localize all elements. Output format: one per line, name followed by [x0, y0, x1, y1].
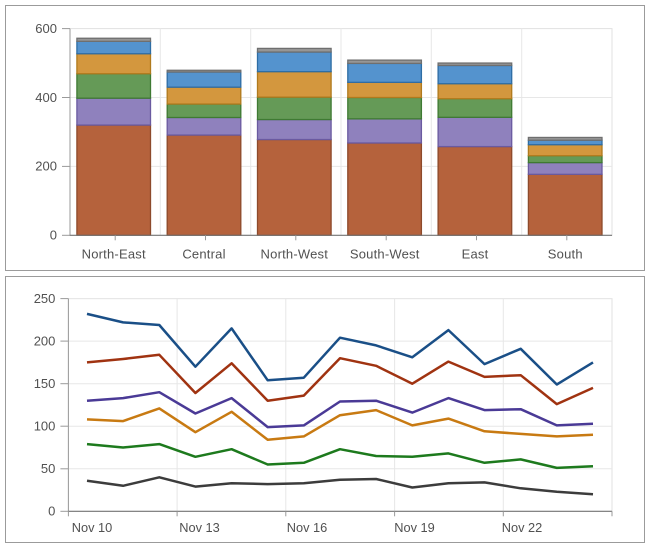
svg-text:North-East: North-East [82, 247, 146, 262]
svg-text:Nov 13: Nov 13 [179, 520, 220, 535]
svg-text:Nov 10: Nov 10 [72, 520, 113, 535]
svg-text:Central: Central [182, 247, 225, 262]
svg-text:Nov 22: Nov 22 [502, 520, 543, 535]
svg-text:250: 250 [34, 291, 56, 306]
svg-text:South: South [548, 247, 583, 262]
svg-text:East: East [462, 247, 489, 262]
svg-text:50: 50 [41, 461, 55, 476]
svg-text:0: 0 [50, 228, 57, 243]
svg-text:150: 150 [34, 376, 56, 391]
svg-text:600: 600 [35, 21, 57, 36]
svg-text:Nov 16: Nov 16 [287, 520, 328, 535]
svg-text:0: 0 [48, 504, 55, 519]
svg-text:200: 200 [35, 159, 57, 174]
svg-text:North-West: North-West [261, 247, 329, 262]
svg-text:Nov 19: Nov 19 [394, 520, 435, 535]
svg-text:400: 400 [35, 90, 57, 105]
svg-text:100: 100 [34, 419, 56, 434]
svg-text:200: 200 [34, 333, 56, 348]
svg-text:South-West: South-West [350, 247, 420, 262]
